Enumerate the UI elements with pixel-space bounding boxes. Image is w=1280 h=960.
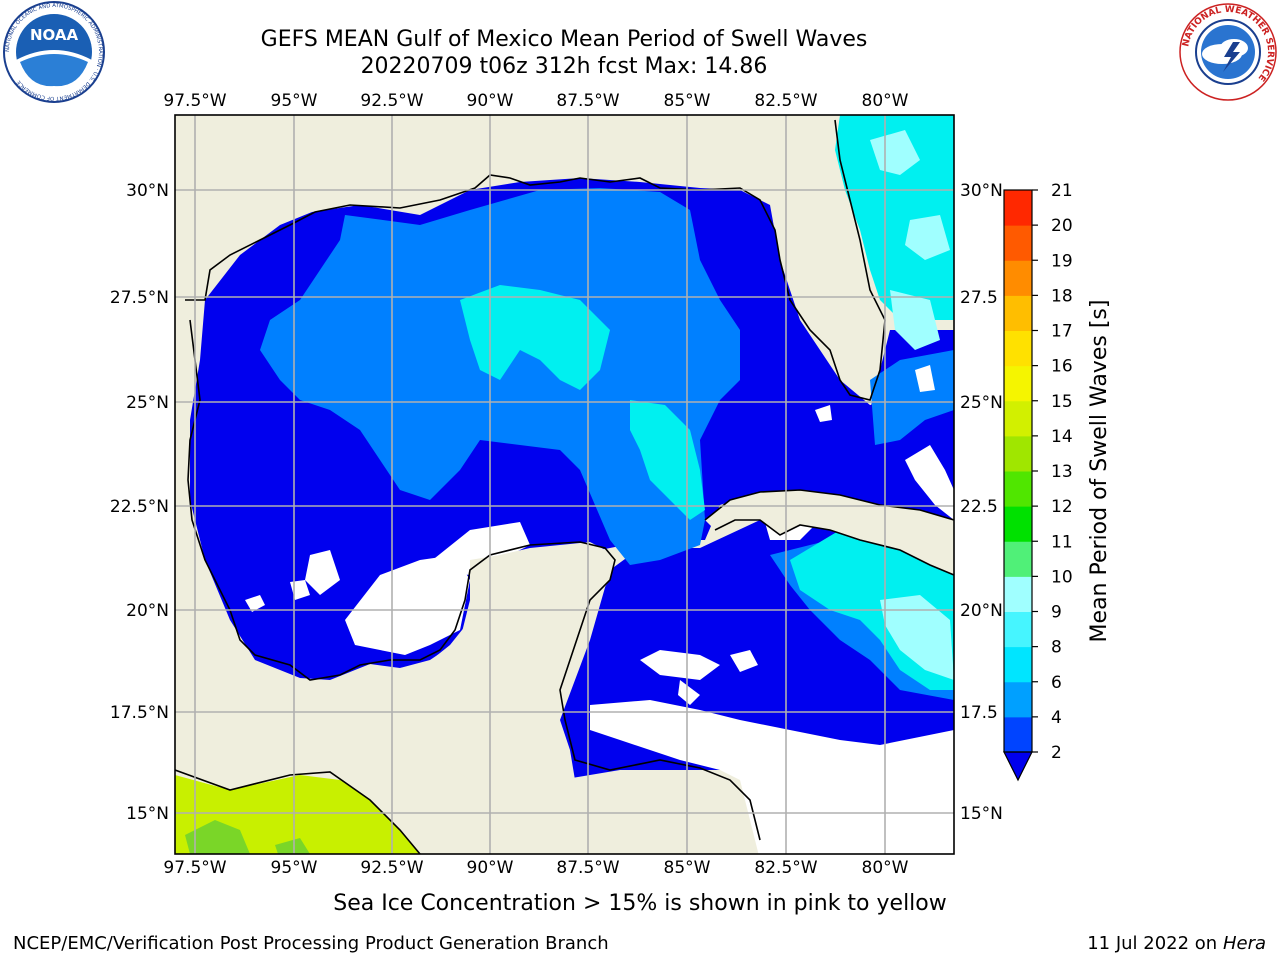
lat-label-left: 15°N: [126, 804, 169, 824]
colorbar-segment: [1004, 541, 1032, 577]
longitude-labels-bottom: 97.5°W 95°W 92.5°W 90°W 87.5°W 85°W 82.5°W 80°W: [163, 858, 908, 878]
lon-label-top: 80°W: [862, 91, 909, 111]
map-frame: [174, 114, 955, 855]
colorbar-segment: [1004, 611, 1032, 648]
colorbar-segment: [1004, 435, 1032, 472]
colorbar-segment: [1004, 225, 1032, 261]
lon-label-top: 90°W: [467, 91, 514, 111]
colorbar-tick-label: 6: [1051, 673, 1062, 693]
sea-ice-region-inner: [185, 820, 310, 854]
colorbar-tick-label: 8: [1051, 638, 1062, 658]
lon-label-bottom: 92.5°W: [360, 858, 423, 878]
yucatan-landmass: [380, 542, 615, 790]
map-area: [175, 115, 954, 854]
lat-label-left: 20°N: [126, 601, 169, 621]
colorbar-tick-label: 19: [1051, 251, 1073, 271]
credit-date: 11 Jul 2022 on Hera: [1087, 933, 1266, 954]
credit-host: Hera: [1222, 933, 1266, 954]
latitude-labels-right: 30°N 27.5 25°N 22.5 20°N 17.5 15°N: [960, 181, 1003, 824]
colorbar-tick-label: 4: [1051, 708, 1062, 728]
no-data-region: [815, 365, 954, 520]
swell-period-band-4-6-atlantic: [870, 350, 954, 445]
chart-subtitle: 20220709 t06z 312h fcst Max: 14.86: [360, 54, 768, 79]
swell-period-band-6-8-atlantic: [835, 115, 954, 320]
colorbar-tick-label: 2: [1051, 743, 1062, 763]
lat-label-right: 22.5: [960, 497, 998, 517]
colorbar-segment: [1004, 506, 1032, 542]
colorbar-segment: [1004, 400, 1032, 437]
swell-period-band-8-9-caribbean: [880, 595, 954, 680]
lon-label-bottom: 87.5°W: [556, 858, 619, 878]
colorbar-segment: [1004, 190, 1032, 226]
lat-label-right: 27.5: [960, 288, 998, 308]
nws-logo: NATIONAL WEATHER SERVICE: [1179, 3, 1277, 101]
lon-label-bottom: 90°W: [467, 858, 514, 878]
colorbar-tick-label: 14: [1051, 427, 1073, 447]
lat-lon-grid: [175, 115, 954, 854]
colorbar-segment: [1004, 471, 1032, 507]
lon-label-top: 87.5°W: [556, 91, 619, 111]
no-data-region: [420, 522, 530, 575]
svg-text:NOAA: NOAA: [30, 26, 79, 44]
colorbar-segment: [1004, 260, 1032, 296]
colorbar-label: Mean Period of Swell Waves [s]: [1087, 300, 1112, 643]
no-data-region: [345, 555, 470, 655]
colorbar: 2 4 6 8 9 10 11 12 13 14 15 16 17 18 19 20 21: [1003, 181, 1073, 782]
colorbar-segment: [1004, 646, 1032, 683]
credit-date-text: 11 Jul 2022 on: [1087, 933, 1223, 954]
lat-label-left: 17.5°N: [110, 703, 169, 723]
no-data-region: [245, 550, 340, 612]
chart-title: GEFS MEAN Gulf of Mexico Mean Period of …: [260, 27, 868, 52]
swell-period-band-8-9: [870, 130, 950, 350]
colorbar-tick-label: 12: [1051, 497, 1073, 517]
colorbar-segment: [1004, 365, 1032, 402]
sea-ice-note: Sea Ice Concentration > 15% is shown in …: [333, 891, 947, 916]
lat-label-right: 30°N: [960, 181, 1003, 201]
lon-label-top: 95°W: [271, 91, 318, 111]
swell-period-band-6-8: [460, 285, 610, 390]
lat-label-left: 22.5°N: [110, 497, 169, 517]
lon-label-bottom: 97.5°W: [163, 858, 226, 878]
no-data-region: [640, 650, 758, 705]
colorbar-tick-label: 17: [1051, 322, 1073, 342]
noaa-logo: NOAA NATIONAL OCEANIC AND ATMOSPHERIC AD…: [3, 1, 105, 103]
colorbar-segment: [1004, 330, 1032, 367]
colorbar-tick-label: 10: [1051, 567, 1073, 587]
colorbar-tick-label: 13: [1051, 462, 1073, 482]
credit-branch: NCEP/EMC/Verification Post Processing Pr…: [13, 933, 609, 954]
colorbar-segment: [1004, 576, 1032, 612]
latitude-labels-left: 30°N 27.5°N 25°N 22.5°N 20°N 17.5°N 15°N: [110, 181, 169, 824]
colorbar-tick-label: 20: [1051, 216, 1073, 236]
colorbar-tick-label: 18: [1051, 286, 1073, 306]
colorbar-segment: [1004, 295, 1032, 331]
lon-label-bottom: 85°W: [664, 858, 711, 878]
coastline: [175, 119, 954, 854]
no-data-region: [590, 700, 954, 854]
colorbar-segment: [1004, 716, 1032, 753]
colorbar-tick-label: 21: [1051, 181, 1073, 201]
lon-label-top: 92.5°W: [360, 91, 423, 111]
colorbar-tick-label: 15: [1051, 392, 1073, 412]
colorbar-tick-label: 16: [1051, 357, 1073, 377]
lat-label-left: 25°N: [126, 393, 169, 413]
colorbar-segment: [1004, 681, 1032, 718]
colorbar-tick-label: 11: [1051, 532, 1073, 552]
colorbar-tick-label: 9: [1051, 603, 1062, 623]
lat-label-right: 15°N: [960, 804, 1003, 824]
lat-label-right: 17.5: [960, 703, 998, 723]
lat-label-right: 20°N: [960, 601, 1003, 621]
lon-label-bottom: 82.5°W: [754, 858, 817, 878]
colorbar-extend-arrow: [1003, 751, 1033, 782]
lon-label-bottom: 95°W: [271, 858, 318, 878]
lat-label-left: 30°N: [126, 181, 169, 201]
lon-label-bottom: 80°W: [862, 858, 909, 878]
cuba-landmass: [705, 490, 954, 575]
lon-label-top: 82.5°W: [754, 91, 817, 111]
lon-label-top: 97.5°W: [163, 91, 226, 111]
longitude-labels-top: 97.5°W 95°W 92.5°W 90°W 87.5°W 85°W 82.5°W 80°W: [163, 91, 908, 111]
lon-label-top: 85°W: [664, 91, 711, 111]
lat-label-left: 27.5°N: [110, 288, 169, 308]
lat-label-right: 25°N: [960, 393, 1003, 413]
